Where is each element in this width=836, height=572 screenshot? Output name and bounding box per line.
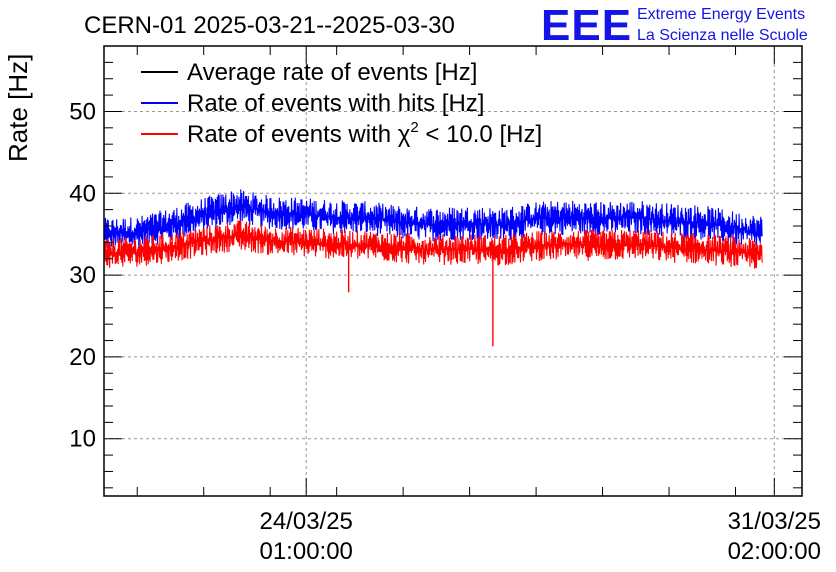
- x-tick-date-0: 24/03/25: [259, 508, 352, 535]
- legend-label-chi2: Rate of events with χ2 < 10.0 [Hz]: [187, 119, 542, 148]
- legend-chi2-prefix: Rate of events with χ: [187, 121, 411, 148]
- legend-label-average: Average rate of events [Hz]: [187, 59, 477, 86]
- x-tick-date-1: 31/03/25: [728, 508, 821, 535]
- y-tick-label-50: 50: [69, 98, 96, 125]
- legend-chi2-suffix: < 10.0 [Hz]: [419, 121, 542, 148]
- x-tick-time-1: 02:00:00: [728, 538, 821, 565]
- logo-letters: EEE: [541, 1, 632, 50]
- chart-title: CERN-01 2025-03-21--2025-03-30: [84, 12, 455, 39]
- y-axis-title: Rate [Hz]: [3, 54, 33, 162]
- series-line-1: [103, 189, 763, 249]
- plot-data: [103, 189, 763, 347]
- y-tick-label-30: 30: [69, 262, 96, 289]
- axes: 10 20 30 40 50 24/03/25 01:00:00 31/03/25 02:00:…: [69, 45, 821, 565]
- legend-label-hits: Rate of events with hits [Hz]: [187, 90, 484, 117]
- legend-chi2-sup: 2: [410, 119, 418, 136]
- grid: [104, 46, 802, 496]
- y-tick-label-40: 40: [69, 180, 96, 207]
- y-tick-label-20: 20: [69, 344, 96, 371]
- series-line-2: [103, 220, 763, 269]
- plot-frame: [103, 45, 803, 497]
- legend: Average rate of events [Hz] Rate of even…: [141, 59, 542, 148]
- logo-line-2: La Scienza nelle Scuole: [637, 27, 808, 44]
- y-tick-label-10: 10: [69, 426, 96, 453]
- logo-line-1: Extreme Energy Events: [637, 6, 805, 23]
- eee-logo: EEE Extreme Energy Events La Scienza nel…: [541, 1, 808, 50]
- x-tick-time-0: 01:00:00: [259, 538, 352, 565]
